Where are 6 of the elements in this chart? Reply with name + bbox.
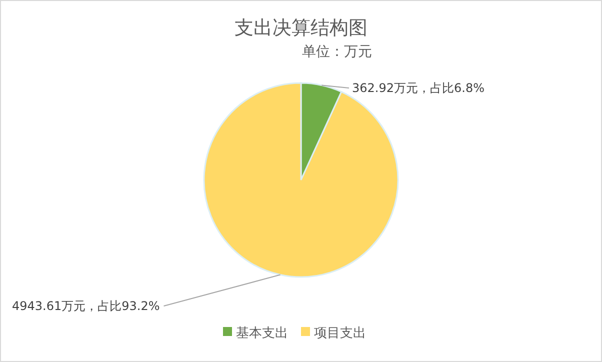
data-label: 362.92万元，占比6.8%	[352, 81, 484, 95]
data-label: 4943.61万元，占比93.2%	[12, 299, 160, 313]
legend-label: 项目支出	[314, 326, 366, 341]
legend-label: 基本支出	[236, 326, 288, 341]
chart-subtitle: 单位：万元	[302, 44, 372, 60]
chart-title: 支出决算结构图	[234, 17, 368, 39]
